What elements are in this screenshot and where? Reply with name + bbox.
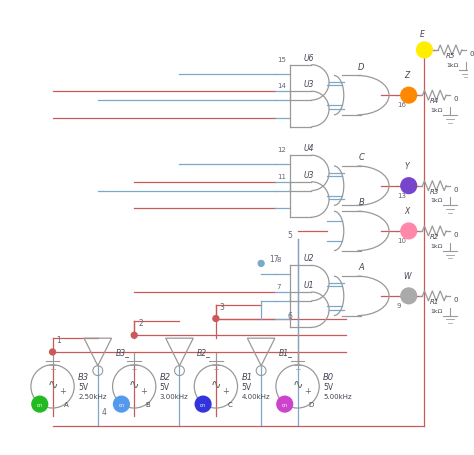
- Text: 0: 0: [454, 232, 458, 238]
- Text: 9: 9: [397, 302, 401, 308]
- Text: 3: 3: [220, 302, 225, 311]
- Text: U4: U4: [303, 144, 314, 153]
- Text: U2: U2: [303, 254, 314, 263]
- Text: 5V: 5V: [241, 382, 252, 391]
- Text: Y: Y: [404, 162, 409, 171]
- Text: ∿: ∿: [292, 378, 303, 391]
- Circle shape: [131, 333, 137, 339]
- Text: 5: 5: [288, 230, 292, 239]
- Text: B3: B3: [78, 372, 89, 381]
- Text: 4.00kHz: 4.00kHz: [241, 394, 270, 399]
- Text: 12: 12: [277, 147, 286, 153]
- Circle shape: [195, 396, 211, 412]
- Text: 13: 13: [397, 192, 406, 198]
- Text: D: D: [309, 401, 314, 407]
- Circle shape: [401, 178, 417, 194]
- Text: +: +: [59, 386, 66, 395]
- Text: on: on: [200, 402, 206, 407]
- Text: W: W: [403, 272, 410, 281]
- Text: on: on: [36, 402, 43, 407]
- Text: U6: U6: [303, 54, 314, 63]
- Circle shape: [213, 316, 219, 322]
- Text: 1kΩ: 1kΩ: [446, 63, 458, 67]
- Circle shape: [50, 349, 55, 355]
- Text: 5.00kHz: 5.00kHz: [323, 394, 352, 399]
- Text: 16: 16: [397, 102, 406, 108]
- Text: 2: 2: [138, 318, 143, 328]
- Text: 3.00kHz: 3.00kHz: [160, 394, 189, 399]
- Text: D: D: [358, 62, 365, 71]
- Text: 0: 0: [454, 186, 458, 192]
- Text: U3: U3: [303, 171, 314, 179]
- Circle shape: [401, 88, 417, 104]
- Text: B2_: B2_: [197, 348, 211, 357]
- Circle shape: [114, 396, 129, 412]
- Text: Z: Z: [404, 71, 410, 80]
- Text: 1kΩ: 1kΩ: [430, 108, 443, 113]
- Text: 14: 14: [277, 83, 286, 89]
- Circle shape: [32, 396, 47, 412]
- Text: R3: R3: [429, 188, 439, 194]
- Circle shape: [401, 288, 417, 304]
- Text: B: B: [359, 198, 365, 207]
- Text: B0: B0: [323, 372, 334, 381]
- Text: 1kΩ: 1kΩ: [430, 198, 443, 203]
- Text: 1: 1: [56, 335, 61, 344]
- Text: 5V: 5V: [160, 382, 170, 391]
- Text: B: B: [146, 401, 150, 407]
- Text: B1_: B1_: [279, 348, 293, 357]
- Text: ∿: ∿: [129, 378, 139, 391]
- Text: U1: U1: [303, 280, 314, 289]
- Text: C: C: [358, 153, 365, 162]
- Text: 11: 11: [277, 173, 286, 179]
- Text: R5: R5: [446, 53, 455, 59]
- Text: 8: 8: [277, 257, 282, 263]
- Text: A: A: [64, 401, 69, 407]
- Text: 15: 15: [277, 56, 286, 63]
- Text: X: X: [404, 207, 410, 216]
- Circle shape: [258, 261, 264, 267]
- Text: ∿: ∿: [47, 378, 58, 391]
- Text: 0: 0: [454, 96, 458, 102]
- Text: B1: B1: [241, 372, 253, 381]
- Text: 17: 17: [269, 255, 279, 264]
- Text: ∿: ∿: [210, 378, 221, 391]
- Text: R2: R2: [429, 233, 439, 239]
- Text: B3_: B3_: [116, 348, 129, 357]
- Text: E: E: [420, 30, 425, 39]
- Text: U3: U3: [303, 80, 314, 89]
- Circle shape: [401, 223, 417, 239]
- Text: 5V: 5V: [323, 382, 333, 391]
- Text: 7: 7: [277, 283, 282, 289]
- Text: R4: R4: [429, 98, 439, 104]
- Text: on: on: [282, 402, 288, 407]
- Text: 5V: 5V: [78, 382, 88, 391]
- Text: 1kΩ: 1kΩ: [430, 308, 443, 313]
- Text: A: A: [359, 263, 365, 272]
- Circle shape: [417, 43, 432, 59]
- Text: 6: 6: [288, 312, 292, 321]
- Text: R1: R1: [429, 298, 439, 304]
- Circle shape: [277, 396, 292, 412]
- Text: +: +: [141, 386, 147, 395]
- Text: +: +: [304, 386, 311, 395]
- Text: 0: 0: [470, 51, 474, 57]
- Text: +: +: [222, 386, 229, 395]
- Text: B2: B2: [160, 372, 171, 381]
- Text: 4: 4: [102, 407, 107, 416]
- Text: C: C: [227, 401, 232, 407]
- Text: on: on: [118, 402, 125, 407]
- Text: 0: 0: [454, 296, 458, 302]
- Text: 2.50kHz: 2.50kHz: [78, 394, 107, 399]
- Text: 1kΩ: 1kΩ: [430, 243, 443, 248]
- Text: 10: 10: [397, 238, 406, 243]
